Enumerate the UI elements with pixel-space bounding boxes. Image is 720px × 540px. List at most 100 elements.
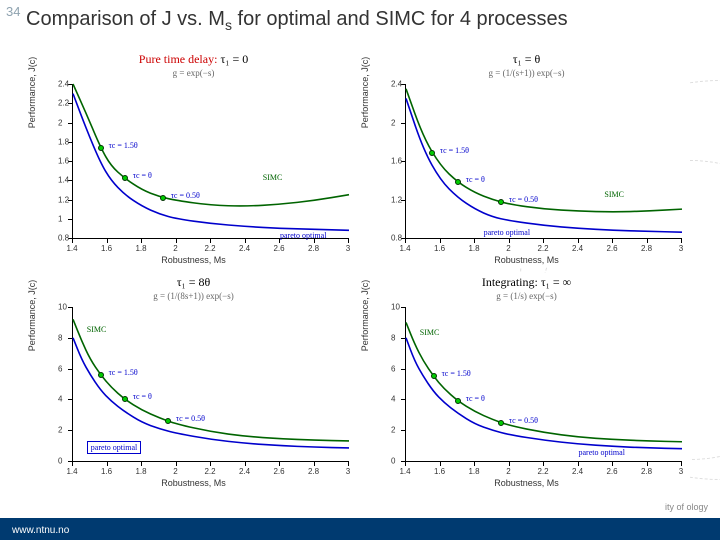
xtick-mark — [107, 239, 108, 243]
ytick-label: 1 — [58, 214, 62, 223]
x-axis-label: Robustness, Ms — [363, 478, 690, 488]
xtick-label: 2 — [173, 244, 177, 253]
ytick-label: 2 — [58, 426, 62, 435]
x-axis-label: Robustness, Ms — [30, 255, 357, 265]
marker-label: τc = 0.5θ — [509, 416, 538, 425]
x-axis-label: Robustness, Ms — [30, 478, 357, 488]
data-marker — [455, 179, 461, 185]
xtick-label: 2.8 — [308, 467, 319, 476]
ytick-label: 0 — [58, 457, 62, 466]
pareto-curve — [406, 98, 682, 232]
data-marker — [160, 195, 166, 201]
data-marker — [498, 420, 504, 426]
xtick-label: 1.8 — [135, 467, 146, 476]
axes: τc = 1.5θτc = θτc = 0.5θSIMCpareto optim… — [72, 84, 349, 239]
chart-panel-3: Integrating: τ₁ = ∞g = (1/s) exp(−s)τc =… — [363, 273, 690, 490]
axes: τc = 1.5θτc = θτc = 0.5θSIMCpareto optim… — [405, 84, 682, 239]
xtick-label: 3 — [346, 467, 350, 476]
panel-title: τ₁ = θ — [363, 52, 690, 67]
data-marker — [98, 372, 104, 378]
ytick-label: 8 — [391, 333, 395, 342]
xtick-mark — [141, 462, 142, 466]
chart-panel-2: τ₁ = 8θg = (1/(8s+1)) exp(−s)τc = 1.5θτc… — [30, 273, 357, 490]
xtick-mark — [348, 239, 349, 243]
xtick-mark — [141, 239, 142, 243]
panel-subtitle: g = (1/(8s+1)) exp(−s) — [30, 291, 357, 301]
charts-grid: Pure time delay: τ₁ = 0g = exp(−s)τc = 1… — [30, 50, 690, 490]
xtick-label: 3 — [679, 244, 683, 253]
xtick-mark — [543, 239, 544, 243]
x-axis-label: Robustness, Ms — [363, 255, 690, 265]
panel-subtitle: g = (1/s) exp(−s) — [363, 291, 690, 301]
data-marker — [165, 418, 171, 424]
xtick-mark — [440, 462, 441, 466]
xtick-label: 2.4 — [239, 467, 250, 476]
data-marker — [455, 398, 461, 404]
ytick-label: 2.4 — [58, 80, 69, 89]
ytick-label: 0.8 — [391, 234, 402, 243]
ytick-mark — [68, 369, 72, 370]
marker-label: τc = 1.5θ — [440, 146, 469, 155]
ytick-label: 1.6 — [58, 157, 69, 166]
xtick-label: 1.6 — [101, 244, 112, 253]
ytick-label: 0.8 — [58, 234, 69, 243]
xtick-label: 2.4 — [572, 467, 583, 476]
ytick-mark — [401, 461, 405, 462]
ytick-mark — [401, 399, 405, 400]
marker-label: τc = 1.5θ — [109, 141, 138, 150]
xtick-label: 2.8 — [641, 467, 652, 476]
marker-label: τc = θ — [466, 394, 485, 403]
ytick-mark — [68, 307, 72, 308]
data-marker — [431, 373, 437, 379]
xtick-label: 2 — [506, 244, 510, 253]
ytick-label: 0 — [391, 457, 395, 466]
y-axis-label: Performance, J(c) — [360, 279, 370, 351]
xtick-label: 2 — [506, 467, 510, 476]
ytick-label: 1.2 — [58, 195, 69, 204]
marker-label: τc = 1.5θ — [109, 368, 138, 377]
ytick-label: 1.4 — [58, 176, 69, 185]
ytick-label: 8 — [58, 333, 62, 342]
xtick-mark — [474, 239, 475, 243]
simc-curve — [73, 319, 349, 441]
simc-curve — [406, 322, 682, 441]
ytick-mark — [401, 338, 405, 339]
series-label: SIMC — [604, 190, 624, 199]
y-axis-label: Performance, J(c) — [27, 56, 37, 128]
ytick-mark — [401, 369, 405, 370]
xtick-mark — [245, 239, 246, 243]
xtick-label: 2.2 — [204, 244, 215, 253]
plot-svg — [73, 307, 349, 461]
ytick-label: 6 — [58, 364, 62, 373]
xtick-mark — [509, 239, 510, 243]
xtick-label: 1.6 — [101, 467, 112, 476]
marker-label: τc = 1.5θ — [442, 369, 471, 378]
xtick-label: 2.2 — [537, 467, 548, 476]
ytick-mark — [68, 461, 72, 462]
ytick-label: 4 — [58, 395, 62, 404]
xtick-mark — [314, 462, 315, 466]
xtick-mark — [405, 462, 406, 466]
ytick-label: 2.4 — [391, 80, 402, 89]
ytick-mark — [401, 123, 405, 124]
ytick-label: 2 — [58, 118, 62, 127]
ytick-mark — [401, 430, 405, 431]
xtick-mark — [509, 462, 510, 466]
marker-label: τc = 0.5θ — [171, 191, 200, 200]
ytick-mark — [68, 338, 72, 339]
ytick-label: 1.2 — [391, 195, 402, 204]
xtick-mark — [440, 239, 441, 243]
axes: τc = 1.5θτc = θτc = 0.5θSIMCpareto optim… — [405, 307, 682, 462]
title-sub: s — [225, 17, 232, 33]
xtick-label: 2.6 — [606, 467, 617, 476]
data-marker — [122, 175, 128, 181]
xtick-label: 2.4 — [572, 244, 583, 253]
xtick-label: 1.4 — [399, 244, 410, 253]
axes: τc = 1.5θτc = θτc = 0.5θSIMCpareto optim… — [72, 307, 349, 462]
xtick-label: 2.2 — [537, 244, 548, 253]
xtick-mark — [405, 239, 406, 243]
page-number: 34 — [6, 4, 20, 19]
xtick-label: 1.4 — [66, 244, 77, 253]
xtick-label: 2.8 — [308, 244, 319, 253]
chart-panel-0: Pure time delay: τ₁ = 0g = exp(−s)τc = 1… — [30, 50, 357, 267]
